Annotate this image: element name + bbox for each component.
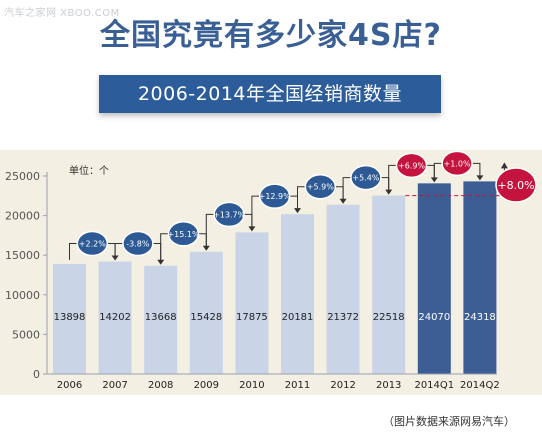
chart-title-banner: 2006-2014年全国经销商数量 (99, 75, 441, 113)
y-tick-label: 10000 (5, 289, 40, 302)
x-tick-label: 2010 (239, 380, 264, 391)
bar-2014Q2 (463, 181, 497, 374)
bar-value-label: 24070 (418, 312, 450, 323)
growth-badge (304, 173, 337, 200)
x-tick-label: 2012 (330, 380, 355, 391)
arrow-head (294, 208, 301, 214)
growth-label: -3.8% (126, 240, 150, 249)
arrow-head (157, 259, 165, 265)
bar-value-label: 14202 (99, 312, 131, 323)
y-tick-label: 25000 (5, 170, 40, 183)
bar-value-label: 20181 (282, 312, 314, 323)
x-tick-label: 2006 (57, 380, 82, 391)
bar-value-label: 15428 (190, 312, 222, 323)
growth-badge (395, 152, 428, 179)
growth-label: +2.2% (79, 240, 106, 249)
x-tick-label: 2014Q1 (414, 380, 454, 391)
bar-2008 (144, 265, 178, 374)
bars: 13898 14202 13668 15428 17875 20181 21372 22518… (53, 181, 497, 374)
y-tick-label: 0 (33, 368, 40, 381)
bar-2010 (235, 232, 269, 374)
arrow-head (430, 177, 438, 183)
unit-label: 单位：个 (69, 166, 109, 177)
growth-badge (441, 150, 473, 177)
bar-2014Q1 (417, 183, 451, 374)
growth-badge (76, 230, 109, 257)
growth-label: +5.9% (307, 183, 334, 192)
arrow-head (111, 255, 119, 261)
bar-2013 (372, 195, 406, 374)
arrow-head (500, 162, 508, 169)
bar-2006 (53, 263, 86, 374)
x-tick-label: 2013 (376, 380, 401, 391)
bar-value-label: 13668 (145, 312, 177, 323)
growth-badge (122, 230, 154, 257)
growth-badge (350, 164, 382, 191)
bar-2011 (281, 214, 314, 374)
x-tick-label: 2014Q2 (460, 380, 500, 391)
x-tick-label: 2009 (194, 380, 219, 391)
growth-badge (258, 183, 291, 209)
y-tick-label: 15000 (5, 249, 40, 262)
total-growth-badge (495, 167, 537, 203)
growth-label: +12.9% (259, 192, 292, 201)
growth-label: +15.1% (167, 230, 200, 239)
bar-2009 (189, 251, 223, 374)
watermark: 汽车之家网 XBOO.COM (4, 8, 120, 19)
growth-label: +1.0% (444, 159, 471, 168)
x-tick-label: 2011 (285, 380, 310, 391)
arrow-head (339, 198, 347, 204)
arrow-head (385, 189, 393, 195)
x-tick-label: 2008 (148, 380, 173, 391)
bar-value-label: 24318 (464, 312, 496, 323)
bar-value-label: 21372 (327, 312, 359, 323)
bar-value-label: 22518 (373, 312, 405, 323)
total-growth-label: +8.0% (497, 179, 534, 192)
y-axis: 0 5000 10000 15000 20000 25000 (5, 170, 48, 381)
y-tick-label: 20000 (5, 210, 40, 223)
x-tick-label: 2007 (102, 380, 127, 391)
page-title: 全国究竟有多少家4S店? (100, 18, 442, 53)
bar-2012 (326, 204, 360, 374)
arrow-head (248, 226, 256, 232)
growth-annotations: +2.2% -3.8% +15.1% +13.7% +12.9% +5.9% +5.4% +6… (69, 150, 537, 265)
x-axis: 2006 2007 2008 2009 2010 2011 2012 2013 2014Q1 20… (47, 373, 500, 391)
growth-label: +13.7% (213, 210, 246, 219)
growth-label: +5.4% (352, 174, 379, 183)
arrow-head (202, 245, 210, 251)
growth-label: +6.9% (398, 161, 425, 170)
bar-2007 (98, 261, 132, 374)
bar-value-label: 17875 (236, 312, 268, 323)
bar-value-label: 13898 (54, 312, 86, 323)
arrow-head (476, 175, 484, 181)
y-tick-label: 5000 (12, 328, 40, 341)
source-note: （图片数据来源网易汽车） (383, 415, 515, 428)
growth-badge (167, 221, 200, 247)
growth-badge (213, 201, 245, 228)
